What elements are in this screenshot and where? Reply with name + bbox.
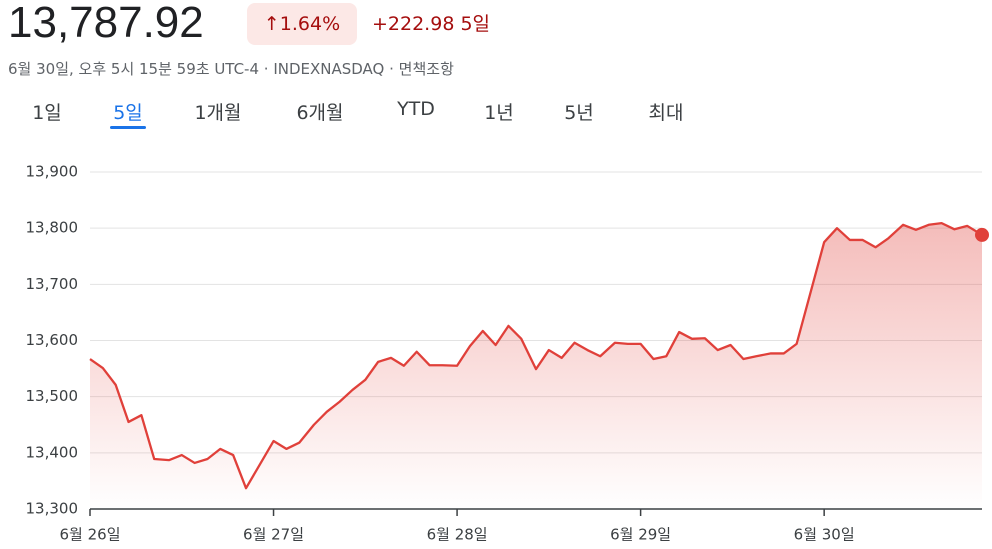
tab[interactable]: 5년 [564,102,594,124]
tab[interactable]: 1년 [484,102,514,124]
tab[interactable]: 5일 [113,102,143,124]
subtitle: 6월 30일, 오후 5시 15분 59초 UTC-4 · INDEXNASDA… [8,60,454,78]
x-tick-label: 6월 29일 [610,526,671,544]
area [90,223,982,509]
tab[interactable]: 1일 [32,102,62,124]
y-tick-label: 13,500 [26,387,79,405]
y-tick-label: 13,700 [26,275,79,293]
tab[interactable]: 6개월 [296,102,344,124]
x-tick-label: 6월 26일 [60,526,121,544]
x-tick-label: 6월 28일 [427,526,488,544]
change: +222.98 5일 [372,13,491,35]
y-tick-label: 13,900 [26,163,79,181]
price: 13,787.92 [8,0,204,47]
tab[interactable]: 1개월 [194,102,242,124]
change-percent: ↑1.64% [247,3,357,45]
tab[interactable]: YTD [397,98,435,120]
x-tick-label: 6월 27일 [243,526,304,544]
tab-underline [110,126,146,129]
y-tick-label: 13,300 [26,500,79,518]
y-tick-label: 13,800 [26,219,79,237]
tab[interactable]: 최대 [648,102,684,124]
y-tick-label: 13,600 [26,331,79,349]
last-point [975,227,989,242]
line [89,221,983,490]
y-tick-label: 13,400 [26,443,79,461]
x-tick-label: 6월 30일 [794,526,855,544]
